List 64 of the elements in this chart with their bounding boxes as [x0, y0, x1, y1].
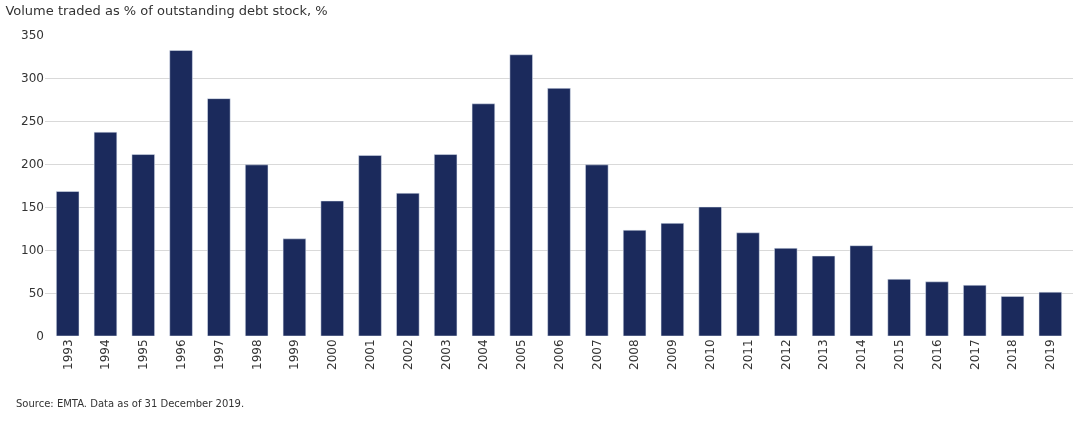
x-tick-label: 1999: [287, 339, 302, 370]
x-tick-label: 2002: [400, 339, 415, 370]
bar: [585, 164, 609, 336]
bar: [623, 229, 647, 336]
bar: [320, 200, 344, 336]
x-tick-label: 2005: [514, 339, 529, 370]
x-tick-label: 2006: [551, 339, 566, 370]
bar: [774, 248, 798, 336]
bar: [358, 155, 382, 336]
x-tick-label: 2015: [892, 339, 907, 370]
x-tick-label: 2019: [1043, 339, 1058, 370]
bar: [736, 232, 760, 336]
y-tick-label: 0: [36, 329, 44, 344]
y-tick-label: 100: [21, 243, 44, 258]
x-tick-label: 1998: [249, 339, 264, 370]
bar: [245, 164, 269, 336]
x-tick-label: 2001: [362, 339, 377, 370]
x-tick-label: 2016: [929, 339, 944, 370]
bar: [131, 154, 155, 336]
x-tick-label: 2012: [778, 339, 793, 370]
bar: [509, 54, 533, 336]
x-tick-label: 2007: [589, 339, 604, 370]
x-tick-label: 2018: [1005, 339, 1020, 370]
source-note: Source: EMTA. Data as of 31 December 2019.: [16, 398, 245, 409]
x-tick-label: 2013: [816, 339, 831, 370]
bar: [1038, 291, 1062, 336]
y-tick-label: 250: [21, 114, 44, 129]
bar: [471, 103, 495, 336]
bar: [282, 238, 307, 336]
chart-title: Volume traded as % of outstanding debt stock, %: [5, 3, 328, 19]
bar: [963, 285, 987, 336]
x-tick-label: 2017: [967, 339, 982, 370]
x-tick-label: 1995: [136, 339, 151, 370]
bar: [887, 278, 911, 336]
x-tick-label: 2008: [627, 339, 642, 370]
bar: [849, 245, 873, 336]
x-tick-label: 1993: [60, 339, 75, 370]
bar: [925, 281, 949, 336]
bar: [811, 255, 836, 336]
bar: [434, 154, 458, 336]
x-tick-label: 1994: [98, 339, 113, 370]
x-tick-label: 2011: [740, 339, 755, 370]
bar: [56, 191, 80, 336]
bar: [396, 192, 420, 336]
x-tick-label: 2003: [438, 339, 453, 370]
x-tick-label: 2009: [665, 339, 680, 370]
y-tick-label: 300: [21, 71, 44, 86]
x-tick-label: 1997: [211, 339, 226, 370]
y-tick-label: 200: [21, 157, 44, 172]
bar: [660, 223, 684, 336]
bar: [207, 98, 231, 336]
x-tick-label: 2010: [703, 339, 718, 370]
y-tick-label: 150: [21, 200, 44, 215]
y-tick-label: 350: [21, 28, 44, 43]
bar: [169, 50, 193, 336]
bar: [698, 206, 722, 336]
x-tick-label: 2004: [476, 339, 491, 370]
x-tick-label: 2000: [325, 339, 340, 370]
y-tick-label: 50: [28, 286, 44, 301]
x-tick-label: 1996: [173, 339, 188, 370]
bar: [93, 131, 118, 336]
bar: [1000, 296, 1025, 336]
x-tick-label: 2014: [854, 339, 869, 370]
bar: [547, 88, 571, 336]
